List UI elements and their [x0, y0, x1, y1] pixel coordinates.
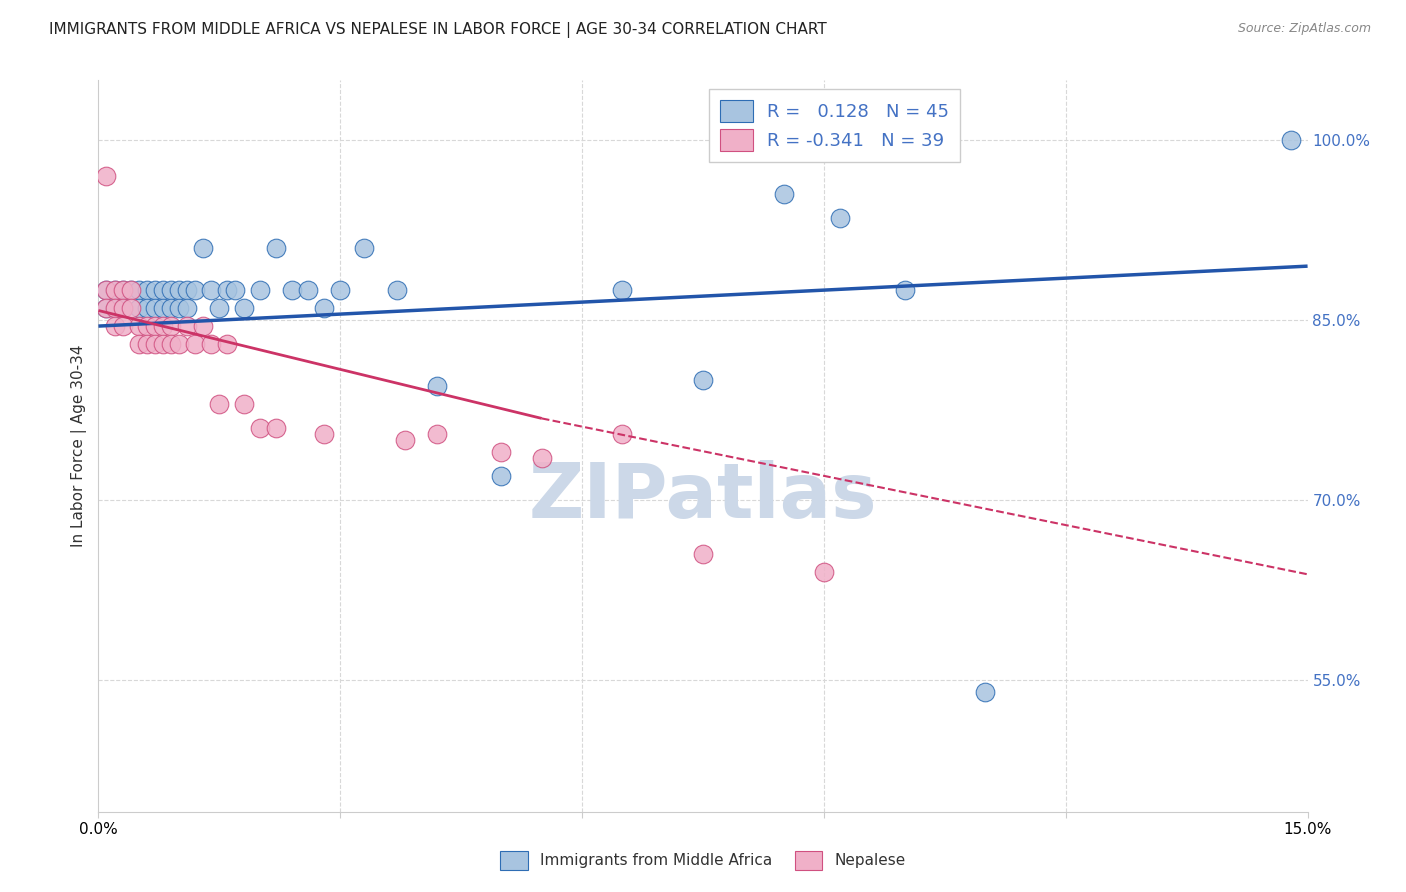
- Point: [692, 547, 714, 561]
- Point: [281, 283, 304, 297]
- Point: [249, 283, 271, 297]
- Point: [176, 283, 198, 297]
- Point: [167, 301, 190, 315]
- Point: [217, 337, 239, 351]
- Point: [385, 283, 408, 297]
- Point: [111, 283, 134, 297]
- Point: [193, 319, 215, 334]
- Point: [772, 187, 794, 202]
- Point: [120, 283, 142, 297]
- Point: [692, 373, 714, 387]
- Point: [249, 421, 271, 435]
- Point: [426, 379, 449, 393]
- Point: [200, 337, 222, 351]
- Point: [103, 301, 125, 315]
- Point: [111, 301, 134, 315]
- Point: [160, 283, 183, 297]
- Point: [208, 397, 231, 411]
- Point: [813, 565, 835, 579]
- Point: [491, 469, 513, 483]
- Point: [152, 283, 174, 297]
- Point: [160, 319, 183, 334]
- Point: [96, 283, 118, 297]
- Point: [160, 337, 183, 351]
- Legend: Immigrants from Middle Africa, Nepalese: Immigrants from Middle Africa, Nepalese: [492, 843, 914, 877]
- Point: [103, 283, 125, 297]
- Point: [530, 450, 553, 465]
- Point: [160, 301, 183, 315]
- Point: [264, 421, 287, 435]
- Point: [135, 301, 157, 315]
- Point: [184, 337, 207, 351]
- Text: Source: ZipAtlas.com: Source: ZipAtlas.com: [1237, 22, 1371, 36]
- Point: [128, 337, 150, 351]
- Point: [394, 433, 416, 447]
- Point: [224, 283, 246, 297]
- Point: [135, 283, 157, 297]
- Point: [200, 283, 222, 297]
- Point: [612, 427, 634, 442]
- Point: [329, 283, 352, 297]
- Point: [120, 301, 142, 315]
- Point: [135, 337, 157, 351]
- Point: [135, 319, 157, 334]
- Point: [893, 283, 915, 297]
- Point: [1281, 133, 1303, 147]
- Point: [208, 301, 231, 315]
- Point: [152, 319, 174, 334]
- Point: [111, 319, 134, 334]
- Point: [152, 337, 174, 351]
- Point: [184, 283, 207, 297]
- Point: [103, 319, 125, 334]
- Point: [297, 283, 319, 297]
- Point: [193, 241, 215, 255]
- Point: [167, 337, 190, 351]
- Point: [167, 283, 190, 297]
- Point: [612, 283, 634, 297]
- Point: [828, 211, 851, 226]
- Point: [232, 301, 254, 315]
- Point: [314, 301, 336, 315]
- Point: [232, 397, 254, 411]
- Point: [176, 301, 198, 315]
- Point: [314, 427, 336, 442]
- Point: [353, 241, 375, 255]
- Point: [96, 301, 118, 315]
- Point: [128, 301, 150, 315]
- Point: [128, 319, 150, 334]
- Point: [143, 337, 166, 351]
- Point: [217, 283, 239, 297]
- Text: ZIPatlas: ZIPatlas: [529, 460, 877, 534]
- Y-axis label: In Labor Force | Age 30-34: In Labor Force | Age 30-34: [72, 344, 87, 548]
- Point: [128, 283, 150, 297]
- Point: [426, 427, 449, 442]
- Point: [152, 301, 174, 315]
- Text: IMMIGRANTS FROM MIDDLE AFRICA VS NEPALESE IN LABOR FORCE | AGE 30-34 CORRELATION: IMMIGRANTS FROM MIDDLE AFRICA VS NEPALES…: [49, 22, 827, 38]
- Point: [111, 283, 134, 297]
- Point: [103, 301, 125, 315]
- Point: [974, 685, 997, 699]
- Point: [264, 241, 287, 255]
- Point: [176, 319, 198, 334]
- Point: [111, 301, 134, 315]
- Point: [120, 283, 142, 297]
- Point: [96, 169, 118, 184]
- Point: [143, 319, 166, 334]
- Point: [491, 445, 513, 459]
- Point: [143, 301, 166, 315]
- Point: [96, 301, 118, 315]
- Point: [96, 283, 118, 297]
- Point: [143, 283, 166, 297]
- Point: [103, 283, 125, 297]
